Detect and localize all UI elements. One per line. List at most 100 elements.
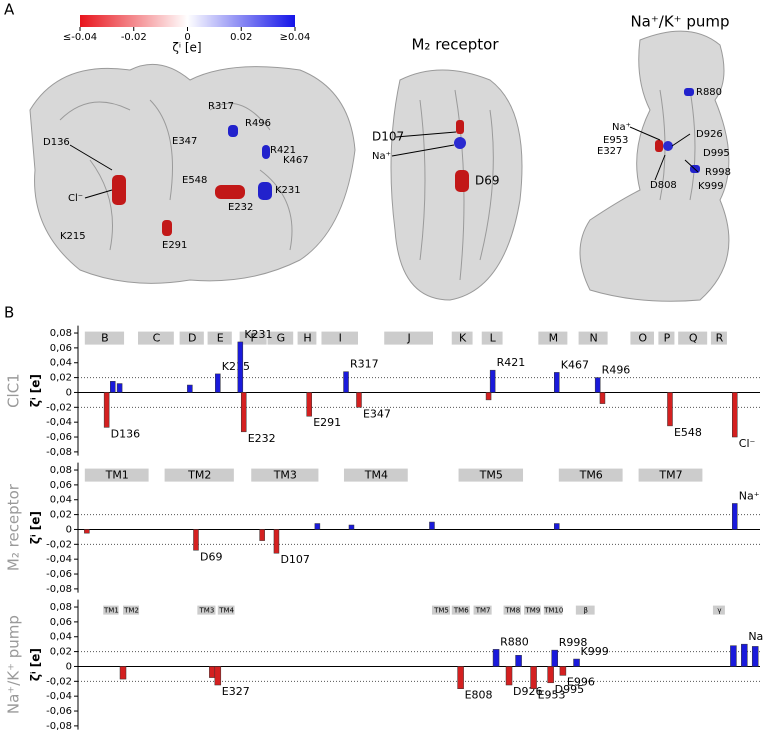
segment-label: TM5 xyxy=(433,607,449,615)
bar xyxy=(485,392,492,401)
y-tick-label: 0,04 xyxy=(50,495,72,506)
bar-label: K231 xyxy=(244,328,272,341)
bar-label: E548 xyxy=(674,426,702,439)
colorbar-tick-label: -0.02 xyxy=(121,32,147,43)
bar xyxy=(667,392,673,427)
segment xyxy=(343,468,408,482)
bar xyxy=(110,381,116,393)
structure-clc1 xyxy=(29,63,356,284)
bar-label: E327 xyxy=(222,685,250,698)
y-axis-label: ζⁱ [e] xyxy=(29,374,43,407)
bar xyxy=(84,529,90,534)
residue-label: R880 xyxy=(696,87,722,98)
segment-label: O xyxy=(638,332,647,345)
bar-label: Cl⁻ xyxy=(739,437,756,450)
segment xyxy=(431,605,451,615)
y-tick-label: -0,04 xyxy=(46,417,72,428)
y-tick-label: 0,06 xyxy=(50,343,72,354)
segment-label: H xyxy=(303,332,311,345)
residue-label: R998 xyxy=(705,167,731,178)
residue-label: E953 xyxy=(603,135,628,146)
bar xyxy=(492,649,500,667)
residue-label: R496 xyxy=(245,118,271,129)
residue-label: Na⁺ xyxy=(612,122,631,133)
y-tick-label: -0,06 xyxy=(46,706,72,717)
segment xyxy=(197,605,216,615)
chart-title: M₂ receptor xyxy=(5,483,23,571)
y-tick-label: 0,02 xyxy=(50,510,72,521)
segment xyxy=(123,605,140,615)
segment-label: γ xyxy=(717,607,721,615)
y-tick-label: -0,02 xyxy=(46,402,72,413)
bar xyxy=(457,666,464,689)
segment xyxy=(575,605,595,615)
y-tick-label: -0,04 xyxy=(46,691,72,702)
segment-label: TM5 xyxy=(479,469,503,482)
segment xyxy=(524,605,541,615)
residue-label: R421 xyxy=(270,145,296,156)
y-tick-label: -0,04 xyxy=(46,554,72,565)
segment xyxy=(473,605,492,615)
colorbar-tick-label: 0 xyxy=(184,32,190,43)
bar-label: E808 xyxy=(465,689,493,702)
segment-label: TM8 xyxy=(504,607,520,615)
bar-label: R880 xyxy=(500,635,529,648)
bar xyxy=(741,643,748,667)
bar xyxy=(489,369,496,393)
bar xyxy=(240,392,247,433)
segment xyxy=(84,331,125,345)
segment-label: D xyxy=(188,332,196,345)
segment xyxy=(558,468,623,482)
segment xyxy=(678,331,708,345)
bar xyxy=(751,646,759,667)
bar xyxy=(306,392,312,417)
segment-label: K xyxy=(459,332,467,345)
bar xyxy=(573,658,580,667)
segment xyxy=(297,331,317,345)
bar-label: K467 xyxy=(561,358,589,371)
y-tick-label: -0,02 xyxy=(46,539,72,550)
bar-label: R496 xyxy=(602,364,631,377)
colorbar-tick-label: 0.02 xyxy=(230,32,252,43)
colorbar-label: ζⁱ [e] xyxy=(172,41,201,55)
residue-label: E548 xyxy=(182,175,207,186)
residue-label: E347 xyxy=(172,136,197,147)
segment-label: TM6 xyxy=(579,469,603,482)
segment-label: TM7 xyxy=(475,607,491,615)
segment-label: TM3 xyxy=(199,607,215,615)
bar xyxy=(259,529,265,541)
segment xyxy=(164,468,234,482)
colorbar xyxy=(80,15,295,27)
segment-label: G xyxy=(277,332,286,345)
residue-label: R317 xyxy=(208,101,234,112)
segment-label: TM2 xyxy=(123,607,139,615)
bar xyxy=(554,372,560,393)
bar xyxy=(215,373,221,393)
bar xyxy=(348,524,355,530)
segment-label: β xyxy=(584,607,588,615)
segment xyxy=(458,468,524,482)
segment-label: C xyxy=(153,332,161,345)
bar-label: Na⁺ xyxy=(748,630,763,643)
residue-label: Na⁺ xyxy=(372,151,391,162)
bar xyxy=(505,666,513,686)
segment-label: TM1 xyxy=(105,469,129,482)
bar-label: E953 xyxy=(538,689,566,702)
colorbar-tick-label: ≤-0.04 xyxy=(63,32,97,43)
segment xyxy=(638,468,703,482)
bar-label: D136 xyxy=(111,427,140,440)
segment xyxy=(538,331,568,345)
structure-title: M₂ receptor xyxy=(411,36,499,54)
y-tick-label: -0,08 xyxy=(46,721,72,731)
bar xyxy=(119,666,127,680)
bar xyxy=(214,666,222,686)
segment-label: TM9 xyxy=(525,607,541,615)
y-tick-label: -0,02 xyxy=(46,676,72,687)
panel-label: A xyxy=(4,1,15,19)
segment xyxy=(710,331,727,345)
segment-label: TM4 xyxy=(364,469,388,482)
bar-label: E291 xyxy=(313,416,341,429)
segment xyxy=(712,605,725,615)
bar-label: R317 xyxy=(350,358,379,371)
bar-label: R421 xyxy=(497,356,526,369)
